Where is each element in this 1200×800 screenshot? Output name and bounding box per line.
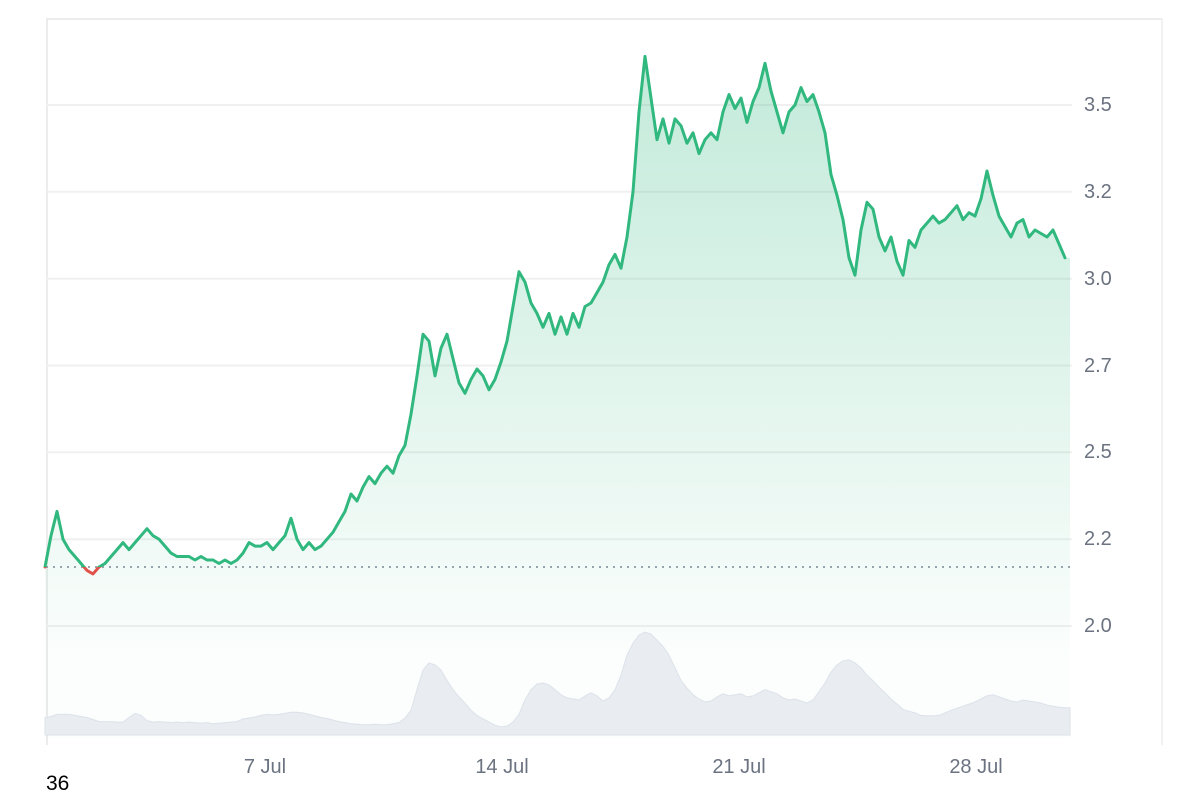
y-axis-label: 2.0 [1084, 615, 1112, 637]
x-axis-label: 7 Jul [243, 756, 287, 778]
y-axis-label: 3.5 [1084, 94, 1112, 116]
volume-area [44, 631, 1071, 736]
y-axis-label: 2.2 [1084, 528, 1112, 551]
price-area-fill [45, 56, 1070, 738]
page-footnote-text: 36 [46, 772, 70, 795]
y-axis-label: 3.2 [1084, 180, 1112, 203]
price-line [43, 54, 1067, 567]
chart-border-left [46, 18, 48, 745]
chart-border-right [1161, 18, 1163, 745]
y-axis-label: 3.0 [1084, 267, 1112, 290]
y-axis-label: 2.5 [1084, 441, 1112, 464]
x-axis-label: 14 Jul [475, 756, 529, 778]
x-axis-label: 21 Jul [712, 756, 766, 778]
x-axis-label: 28 Jul [949, 756, 1003, 778]
y-axis-label: 2.7 [1084, 354, 1112, 377]
chart-border-top [46, 18, 1163, 20]
